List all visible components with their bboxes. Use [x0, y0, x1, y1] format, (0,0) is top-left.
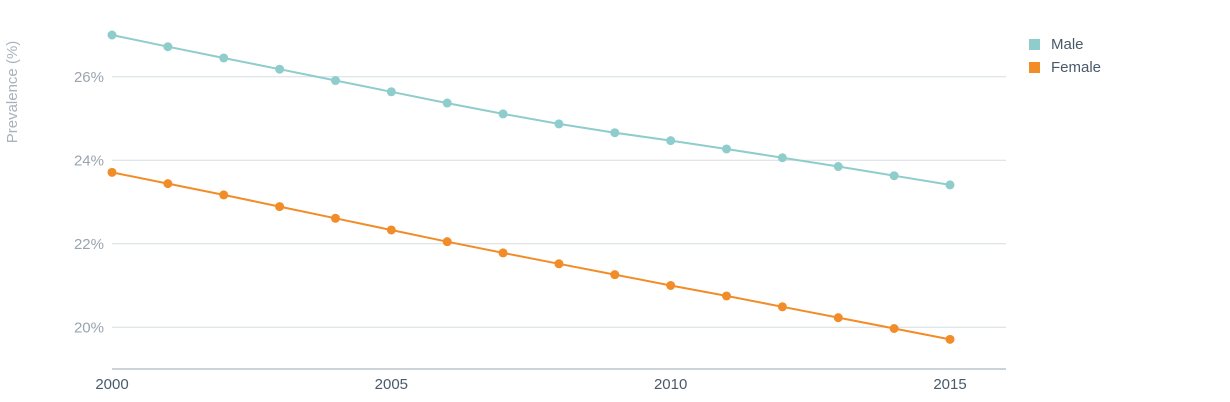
legend-swatch-male — [1029, 39, 1040, 50]
x-tick-label: 2015 — [933, 376, 966, 393]
data-point-male[interactable] — [275, 64, 285, 74]
data-point-male[interactable] — [777, 153, 787, 163]
series-group — [107, 30, 955, 344]
legend-label-male: Male — [1051, 36, 1084, 53]
x-tick-label: 2010 — [654, 376, 687, 393]
data-point-female[interactable] — [442, 237, 452, 247]
y-tick-label: 24% — [74, 152, 104, 169]
data-point-male[interactable] — [666, 136, 676, 146]
series-line-female — [111, 171, 951, 341]
x-tick-label: 2000 — [95, 376, 128, 393]
data-point-male[interactable] — [163, 42, 173, 52]
data-point-male[interactable] — [889, 171, 899, 181]
y-axis-title: Prevalence (%) — [4, 41, 21, 144]
data-point-male[interactable] — [722, 144, 732, 154]
data-point-female[interactable] — [777, 302, 787, 312]
data-point-female[interactable] — [330, 213, 340, 223]
data-point-female[interactable] — [945, 334, 955, 344]
legend-item-male[interactable]: Male — [1029, 33, 1101, 56]
data-point-female[interactable] — [889, 324, 899, 334]
y-tick-label: 20% — [74, 319, 104, 336]
data-point-female[interactable] — [722, 291, 732, 301]
legend: Male Female — [1029, 33, 1101, 79]
data-point-male[interactable] — [107, 30, 117, 40]
data-point-male[interactable] — [386, 87, 396, 97]
data-point-female[interactable] — [666, 281, 676, 290]
x-tick-label: 2005 — [375, 376, 408, 393]
data-point-male[interactable] — [219, 53, 229, 63]
y-tick-label: 22% — [74, 236, 104, 253]
y-tick-label: 26% — [74, 69, 104, 86]
series-male — [107, 30, 955, 190]
series-female — [107, 167, 955, 344]
data-point-male[interactable] — [554, 119, 564, 129]
legend-item-female[interactable]: Female — [1029, 56, 1101, 79]
data-point-female[interactable] — [498, 248, 508, 258]
legend-label-female: Female — [1051, 59, 1102, 76]
data-point-female[interactable] — [610, 270, 620, 280]
data-point-male[interactable] — [442, 98, 452, 108]
data-point-male[interactable] — [945, 180, 955, 190]
y-axis-ticks: 20% 22% 24% 26% — [74, 69, 104, 337]
data-point-female[interactable] — [833, 313, 843, 323]
data-point-female[interactable] — [219, 190, 229, 200]
data-point-male[interactable] — [610, 128, 620, 138]
data-point-female[interactable] — [386, 225, 396, 235]
legend-swatch-female — [1029, 62, 1040, 73]
data-point-female[interactable] — [163, 179, 173, 189]
data-point-female[interactable] — [107, 167, 117, 177]
data-point-female[interactable] — [275, 202, 285, 212]
series-line-male — [111, 34, 951, 186]
x-axis-ticks: 2000 2005 2010 2015 — [95, 376, 966, 393]
data-point-female[interactable] — [554, 259, 564, 269]
data-point-male[interactable] — [833, 162, 843, 172]
data-point-male[interactable] — [498, 109, 508, 119]
gridlines — [112, 76, 1006, 328]
data-point-male[interactable] — [330, 76, 340, 86]
